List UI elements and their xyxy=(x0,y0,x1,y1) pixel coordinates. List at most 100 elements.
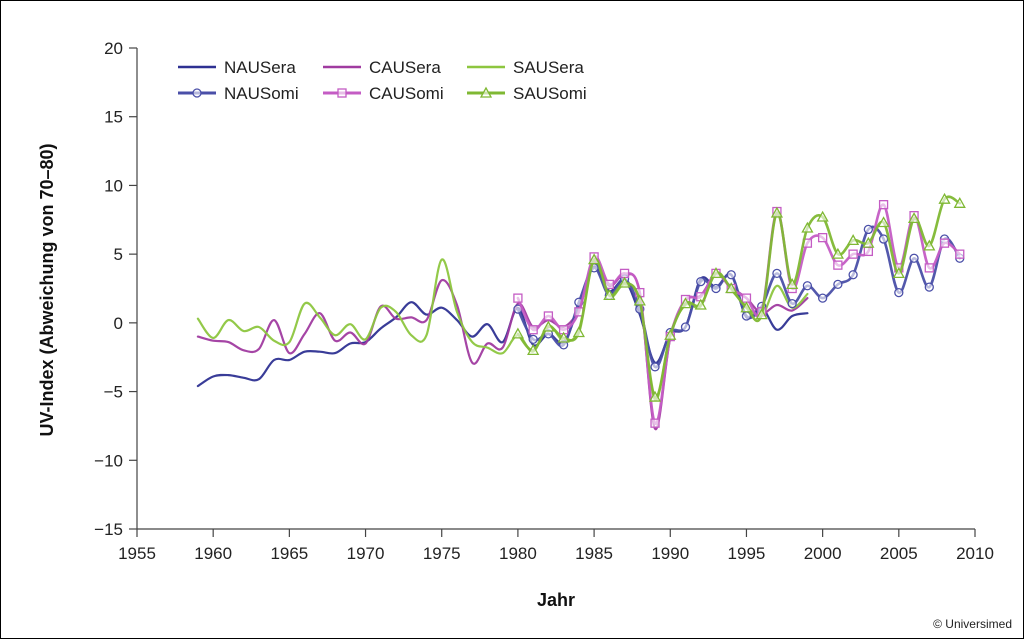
x-axis-title: Jahr xyxy=(537,590,575,610)
y-tick-label: 20 xyxy=(104,39,123,58)
data-point-causomi xyxy=(513,293,523,303)
data-point-nausomi xyxy=(772,268,782,279)
legend-item-causomi: CAUSomi xyxy=(323,84,444,103)
legend-label-sausomi: SAUSomi xyxy=(513,84,587,103)
data-point-sausomi xyxy=(542,320,555,332)
data-point-sausomi xyxy=(953,196,966,208)
data-point-causomi xyxy=(939,238,950,248)
legend: NAUSera NAUSomi CAUSera CAUSomi SAUSera SAUSo… xyxy=(178,58,587,103)
data-point-nausomi xyxy=(817,293,828,303)
data-point-nausomi xyxy=(924,282,934,292)
data-point-nausomi xyxy=(878,234,889,244)
legend-label-nausomi: NAUSomi xyxy=(224,84,299,103)
data-point-sausomi xyxy=(831,247,844,259)
data-point-sausomi xyxy=(694,298,707,310)
x-tick-label: 2005 xyxy=(880,544,918,563)
legend-marker-causomi xyxy=(337,88,347,98)
y-axis-title: UV-Index (Abweichung von 70–80) xyxy=(37,143,57,436)
data-point-causomi xyxy=(863,246,873,257)
series-line-nausera xyxy=(196,265,809,388)
x-tick-label: 1990 xyxy=(651,544,689,563)
data-point-nausomi xyxy=(848,270,858,280)
data-point-sausomi xyxy=(633,294,646,306)
data-point-sausomi xyxy=(801,221,814,233)
data-point-nausomi xyxy=(680,322,691,332)
legend-item-sausomi: SAUSomi xyxy=(467,84,587,103)
y-tick-label: 5 xyxy=(114,245,123,264)
plot-area xyxy=(196,192,966,430)
legend-label-causomi: CAUSomi xyxy=(369,84,444,103)
y-tick-label: 0 xyxy=(114,314,123,333)
legend-item-nausomi: NAUSomi xyxy=(178,84,299,103)
data-point-sausomi xyxy=(892,267,905,279)
data-point-nausomi xyxy=(833,279,843,290)
data-point-causomi xyxy=(650,418,660,428)
legend-item-causera: CAUSera xyxy=(323,58,441,77)
data-point-sausomi xyxy=(511,327,525,339)
data-point-causomi xyxy=(833,260,843,270)
data-point-nausomi xyxy=(528,334,538,344)
data-point-sausomi xyxy=(923,239,936,251)
data-point-causomi xyxy=(924,263,934,273)
axes: −15 −10 −5 0 5 10 15 20 1955 1960 1965 1970 1975 1980… xyxy=(94,39,994,563)
y-tick-label: 10 xyxy=(104,176,123,195)
legend-label-nausera: NAUSera xyxy=(224,58,296,77)
data-point-causomi xyxy=(848,249,858,259)
legend-marker-sausomi xyxy=(479,86,493,98)
data-point-nausomi xyxy=(787,298,797,309)
data-point-nausomi xyxy=(894,287,904,298)
y-tick-label: 15 xyxy=(104,108,123,127)
y-tick-label: −5 xyxy=(104,383,123,402)
data-point-sausomi xyxy=(786,278,799,290)
data-point-sausomi xyxy=(527,344,540,355)
data-point-sausomi xyxy=(877,216,890,228)
x-tick-label: 2010 xyxy=(956,544,994,563)
data-point-sausomi xyxy=(907,212,921,224)
legend-item-sausera: SAUSera xyxy=(467,58,584,77)
data-point-causomi xyxy=(528,325,538,335)
x-tick-label: 1960 xyxy=(194,544,232,563)
copyright-credit: © Universimed xyxy=(933,617,1012,631)
data-point-nausomi xyxy=(863,224,873,235)
data-point-sausomi xyxy=(725,282,738,294)
data-point-sausomi xyxy=(740,301,753,313)
legend-label-sausera: SAUSera xyxy=(513,58,584,77)
data-point-sausomi xyxy=(938,192,951,204)
data-point-causomi xyxy=(543,311,554,321)
x-tick-label: 1965 xyxy=(270,544,308,563)
x-tick-label: 1975 xyxy=(423,544,461,563)
data-point-sausomi xyxy=(618,276,631,288)
data-point-sausomi xyxy=(603,289,616,301)
x-tick-label: 1955 xyxy=(118,544,156,563)
data-point-causomi xyxy=(619,268,630,279)
data-point-sausomi xyxy=(816,210,829,222)
data-point-causomi xyxy=(817,233,828,243)
series-line-sausera xyxy=(196,258,809,401)
x-tick-label: 1985 xyxy=(575,544,613,563)
data-point-sausomi xyxy=(664,328,677,340)
data-point-nausomi xyxy=(650,362,660,372)
data-point-sausomi xyxy=(679,297,692,309)
data-point-sausomi xyxy=(847,234,860,246)
legend-item-nausera: NAUSera xyxy=(178,58,296,77)
x-tick-label: 2000 xyxy=(804,544,842,563)
data-point-causomi xyxy=(878,200,889,210)
data-point-sausomi xyxy=(572,326,585,338)
legend-label-causera: CAUSera xyxy=(369,58,441,77)
data-point-sausomi xyxy=(709,267,723,279)
data-point-nausomi xyxy=(909,253,919,263)
data-point-sausomi xyxy=(648,390,662,402)
y-tick-label: −10 xyxy=(94,451,123,470)
data-point-nausomi xyxy=(696,276,706,287)
data-point-nausomi xyxy=(711,283,721,294)
data-point-sausomi xyxy=(557,331,570,343)
data-point-causomi xyxy=(955,249,965,259)
x-tick-label: 1980 xyxy=(499,544,537,563)
data-point-nausomi xyxy=(726,270,736,280)
y-tick-label: −15 xyxy=(94,520,123,539)
data-point-causomi xyxy=(741,293,752,303)
data-point-sausomi xyxy=(770,206,784,218)
x-tick-label: 1970 xyxy=(347,544,385,563)
data-point-sausomi xyxy=(755,308,768,320)
